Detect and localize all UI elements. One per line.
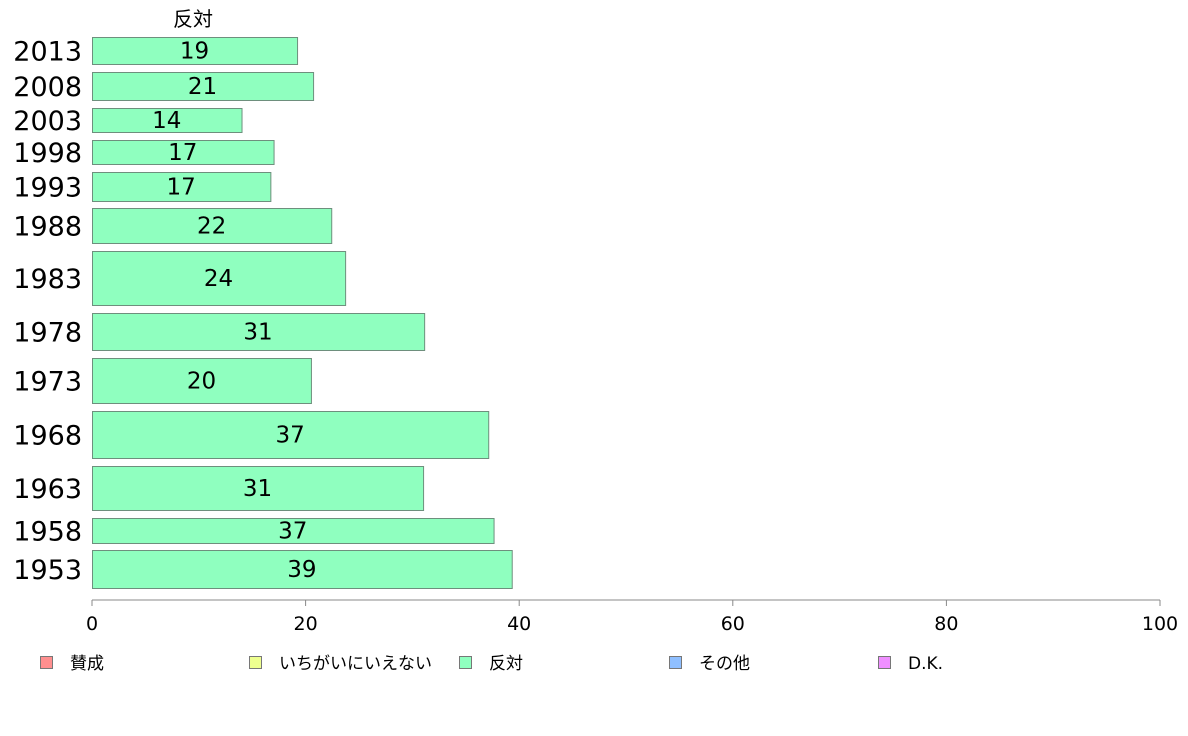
legend-label: 反対 <box>489 654 523 674</box>
year-label: 1973 <box>13 367 82 398</box>
year-label: 2013 <box>13 37 82 68</box>
bar <box>92 313 426 351</box>
legend-swatch <box>878 656 891 669</box>
value-label: 17 <box>168 140 197 166</box>
legend-label: D.K. <box>908 654 943 674</box>
value-label: 24 <box>204 266 233 292</box>
value-label: 19 <box>180 39 209 65</box>
bar <box>92 411 490 459</box>
value-label: 31 <box>243 476 272 502</box>
bar <box>92 550 513 589</box>
bar <box>92 37 299 65</box>
bar <box>92 140 275 165</box>
year-label: 2008 <box>13 72 82 103</box>
value-label: 31 <box>243 320 272 346</box>
value-label: 39 <box>287 557 316 583</box>
x-tick-label: 60 <box>721 613 745 635</box>
legend-swatch <box>459 656 472 669</box>
year-label: 1958 <box>13 517 82 548</box>
bar <box>92 108 243 133</box>
x-tick-label: 0 <box>86 613 98 635</box>
bar <box>92 358 312 404</box>
value-label: 21 <box>188 74 217 100</box>
legend-label: その他 <box>699 654 750 674</box>
x-tick-label: 100 <box>1142 613 1178 635</box>
value-label: 20 <box>187 369 216 395</box>
bar <box>92 172 272 202</box>
value-label: 14 <box>152 108 181 134</box>
bar <box>92 251 347 306</box>
bars-group: 2013 19 2008 21 2003 14 1998 17 1993 17 1988 22 1983… <box>13 37 513 589</box>
legend-swatch <box>40 656 53 669</box>
year-label: 1983 <box>13 264 82 295</box>
value-label: 37 <box>278 519 307 545</box>
year-label: 1998 <box>13 138 82 169</box>
year-label: 1978 <box>13 318 82 349</box>
year-label: 1963 <box>13 474 82 505</box>
legend-label: 賛成 <box>70 654 104 674</box>
year-label: 1993 <box>13 173 82 204</box>
legend-swatch <box>669 656 682 669</box>
legend: 賛成 いちがいにいえない 反対 その他 D.K. <box>40 654 943 674</box>
year-label: 1988 <box>13 212 82 243</box>
x-tick-label: 20 <box>294 613 318 635</box>
x-tick-label: 40 <box>507 613 531 635</box>
value-label: 37 <box>275 423 304 449</box>
year-label: 1968 <box>13 421 82 452</box>
bar <box>92 466 425 511</box>
bar <box>92 72 315 101</box>
value-label: 17 <box>167 175 196 201</box>
x-axis: 0 20 40 60 80 100 <box>86 599 1178 635</box>
bar <box>92 208 333 244</box>
year-label: 1953 <box>13 555 82 586</box>
column-label: 反対 <box>173 7 213 31</box>
legend-swatch <box>249 656 262 669</box>
x-tick-label: 80 <box>934 613 958 635</box>
legend-label: いちがいにいえない <box>279 654 432 674</box>
year-label: 2003 <box>13 106 82 137</box>
bar <box>92 518 495 544</box>
value-label: 22 <box>197 214 226 240</box>
